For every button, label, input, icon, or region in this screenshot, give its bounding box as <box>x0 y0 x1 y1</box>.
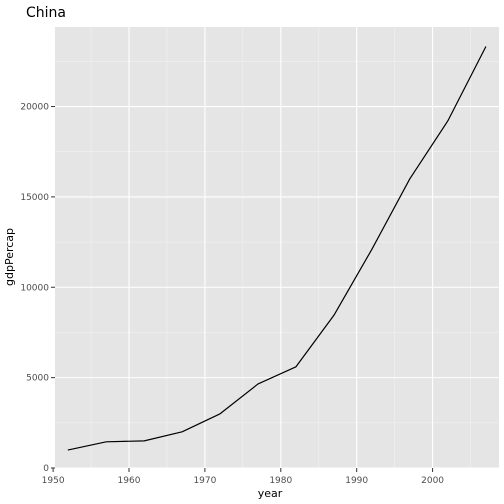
y-tick-label: 10000 <box>20 283 49 293</box>
series-layer <box>67 46 487 451</box>
x-tick-label: 1990 <box>345 476 368 486</box>
x-tick-label: 1960 <box>118 476 141 486</box>
x-tick-label: 2000 <box>421 476 444 486</box>
x-tick-label: 1970 <box>193 476 216 486</box>
x-axis-title: year <box>258 487 283 500</box>
y-axis-title: gdpPercap <box>3 228 16 286</box>
grid-lines <box>52 27 499 469</box>
y-tick-label: 0 <box>43 464 49 474</box>
series-line <box>67 46 487 451</box>
y-tick-label: 20000 <box>20 103 49 113</box>
x-tick-label: 1980 <box>269 476 292 486</box>
y-tick-label: 5000 <box>26 374 49 384</box>
axes: 1950 1960 1970 1980 1990 20000500010000150002… <box>20 103 444 486</box>
chart-title: China <box>26 5 66 21</box>
y-tick-label: 15000 <box>20 193 49 203</box>
x-tick-label: 1950 <box>42 476 65 486</box>
